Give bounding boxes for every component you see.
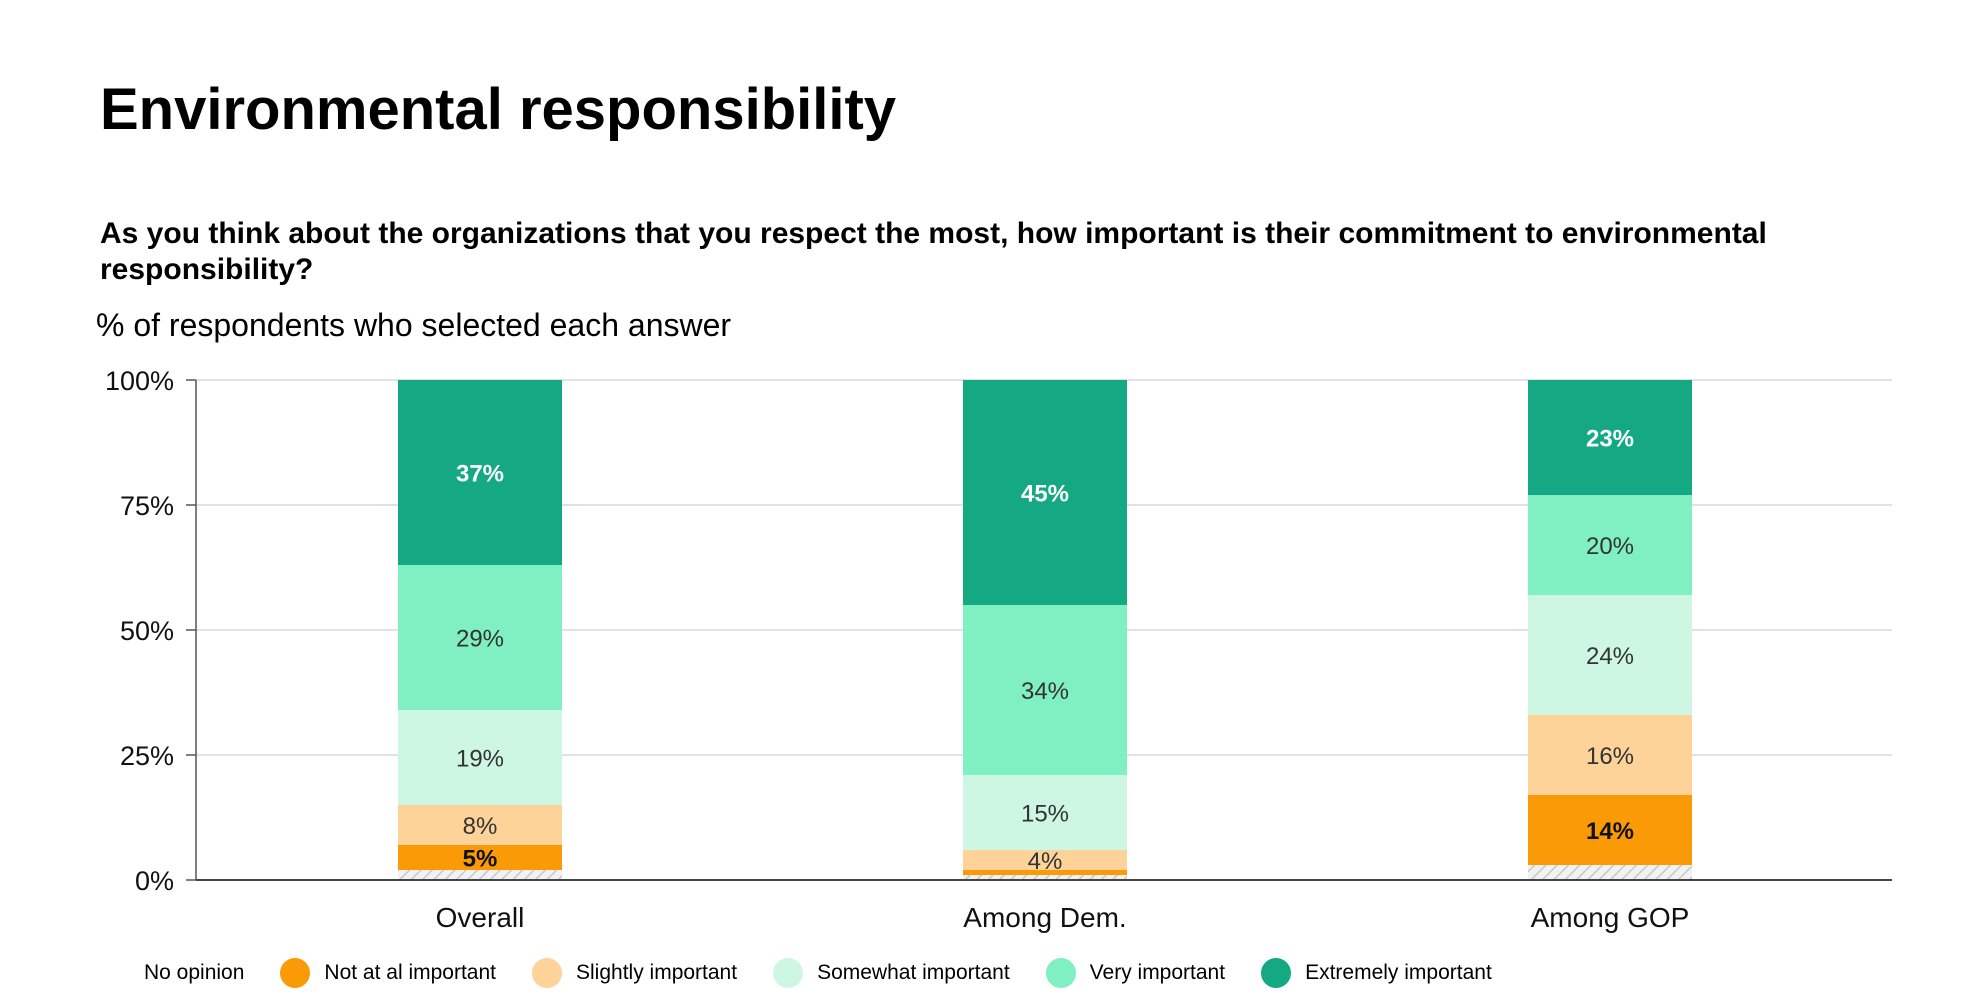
bar-segment xyxy=(963,875,1127,880)
x-tick-label: Overall xyxy=(436,902,525,933)
legend-item: No opinion xyxy=(144,961,244,985)
data-labels: 5% 8% 19% 29% 37% 4% 15% 34% 45% 14% 16% 24% 20% 23% xyxy=(456,426,1634,876)
data-label: 37% xyxy=(456,461,504,488)
page-title: Environmental responsibility xyxy=(100,77,897,142)
legend-item: Somewhat important xyxy=(773,958,1010,988)
bar-segment xyxy=(1528,715,1692,795)
bar-segment xyxy=(1528,795,1692,865)
data-label: 23% xyxy=(1586,426,1634,453)
data-label: 4% xyxy=(1028,848,1063,875)
bar-segment xyxy=(398,710,562,805)
y-tick-label: 0% xyxy=(135,866,174,896)
bar-segment xyxy=(398,380,562,565)
bar-segment xyxy=(963,605,1127,775)
bar-segment xyxy=(398,805,562,845)
legend-swatch xyxy=(532,958,562,988)
legend-item: Slightly important xyxy=(532,958,737,988)
stacked-bar-chart: 0% 25% 50% 75% 100% 5% 8% 19% 29% 37% 4% 15% 34% 45%… xyxy=(105,366,1892,933)
data-label: 20% xyxy=(1586,533,1634,560)
y-tick-label: 25% xyxy=(120,741,174,771)
data-label: 24% xyxy=(1586,643,1634,670)
survey-question: As you think about the organizations tha… xyxy=(100,217,1767,286)
y-tick-label: 100% xyxy=(105,366,174,396)
legend-label: Extremely important xyxy=(1305,961,1492,984)
data-label: 29% xyxy=(456,626,504,653)
legend-swatch xyxy=(773,958,804,988)
data-label: 8% xyxy=(463,813,498,840)
legend-item: Not at al important xyxy=(280,958,496,988)
y-tick-label: 50% xyxy=(120,616,174,646)
bar-segment xyxy=(963,870,1127,875)
legend-item: Very important xyxy=(1045,958,1226,988)
legend-label: Slightly important xyxy=(576,961,738,984)
bar-segment xyxy=(1528,865,1692,880)
bar-segment xyxy=(1528,380,1692,495)
bar-segment xyxy=(398,845,562,870)
data-label: 5% xyxy=(463,846,498,873)
bars xyxy=(398,380,1692,880)
bar-segment xyxy=(963,775,1127,850)
bar-segment xyxy=(1528,595,1692,715)
y-tick-label: 75% xyxy=(120,491,174,521)
data-label: 15% xyxy=(1021,801,1069,828)
legend-swatch xyxy=(1261,958,1292,988)
bar-segment xyxy=(963,380,1127,605)
legend-item: Extremely important xyxy=(1261,958,1492,988)
legend-label: No opinion xyxy=(144,961,245,984)
bar-segment xyxy=(1528,495,1692,595)
bar-segment xyxy=(398,870,562,880)
legend-label: Very important xyxy=(1089,961,1226,984)
x-tick-label: Among GOP xyxy=(1531,902,1690,933)
bar-segment xyxy=(398,565,562,710)
x-axis-labels: Overall Among Dem. Among GOP xyxy=(196,879,1892,933)
y-axis-ticks: 0% 25% 50% 75% 100% xyxy=(105,366,197,896)
data-label: 14% xyxy=(1586,818,1634,845)
legend-swatch xyxy=(280,958,311,988)
data-label: 34% xyxy=(1021,678,1069,705)
chart-legend: No opinion Not at al important Slightly im… xyxy=(144,955,1528,991)
bar-segment xyxy=(963,850,1127,870)
chart-subtitle: % of respondents who selected each answe… xyxy=(96,307,732,343)
legend-label: Somewhat important xyxy=(817,961,1010,984)
x-tick-label: Among Dem. xyxy=(963,902,1126,933)
data-label: 45% xyxy=(1021,481,1069,508)
legend-label: Not at al important xyxy=(324,961,496,984)
data-label: 19% xyxy=(456,746,504,773)
data-label: 16% xyxy=(1586,743,1634,770)
legend-swatch xyxy=(1045,958,1076,988)
